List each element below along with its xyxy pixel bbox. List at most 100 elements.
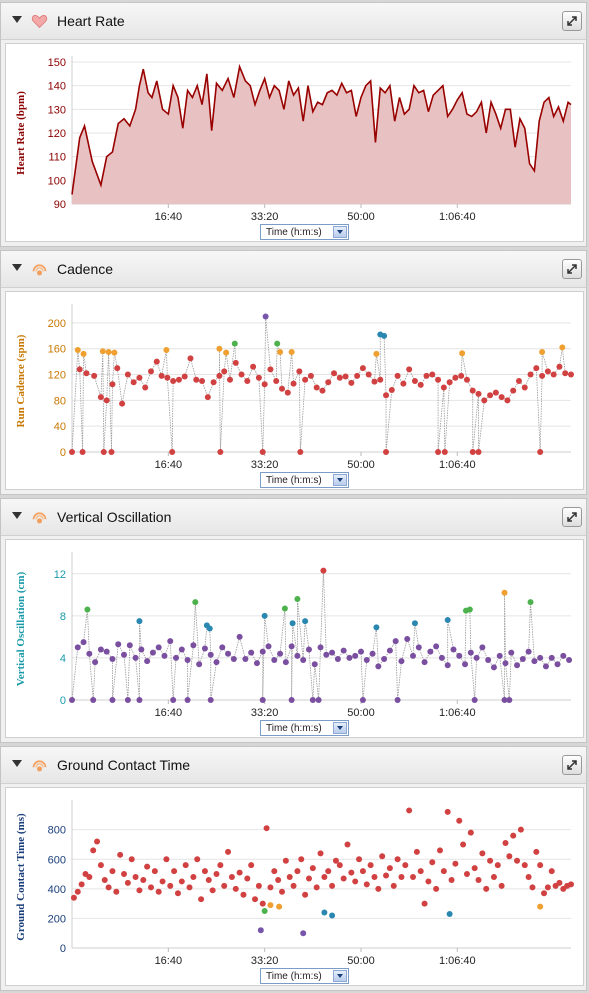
collapse-triangle-icon[interactable]: [12, 264, 22, 271]
data-point: [427, 648, 434, 655]
data-point: [94, 838, 101, 845]
data-point: [198, 896, 205, 903]
heart-rate-chart: 90 100 110 120 130 140 150 16:40 33:20 50:00 1:06:…: [15, 56, 572, 223]
data-point: [317, 644, 324, 651]
y-tick-label: 80: [54, 395, 66, 407]
data-point: [421, 900, 428, 907]
data-point: [336, 374, 343, 381]
data-point: [542, 663, 549, 670]
data-point: [406, 366, 413, 373]
data-point: [346, 654, 353, 661]
data-point: [492, 389, 499, 396]
x-tick-label: 1:06:40: [439, 211, 476, 223]
data-point: [527, 599, 534, 606]
data-point: [115, 641, 122, 648]
data-point: [155, 644, 162, 651]
data-point: [348, 379, 355, 386]
expand-button[interactable]: [562, 755, 582, 775]
data-point: [311, 661, 318, 668]
chevron-down-icon[interactable]: [333, 722, 347, 734]
data-point: [230, 655, 237, 662]
data-point: [92, 659, 99, 666]
expand-button[interactable]: [562, 11, 582, 31]
data-point: [259, 648, 266, 655]
y-tick-label: 0: [60, 943, 66, 955]
data-point: [300, 657, 307, 664]
select-value: Time (h:m:s): [266, 971, 322, 982]
panel-title: Heart Rate: [57, 13, 125, 29]
y-tick-label: 0: [60, 447, 66, 459]
data-point: [514, 662, 521, 669]
data-point: [225, 650, 232, 657]
y-tick-label: 160: [48, 344, 66, 356]
data-point: [354, 372, 361, 379]
data-point: [255, 882, 262, 889]
data-point: [130, 379, 137, 386]
data-point: [253, 660, 260, 667]
x-axis-select[interactable]: Time (h:m:s): [260, 720, 349, 736]
data-point: [496, 652, 503, 659]
data-point: [410, 874, 417, 880]
data-point: [97, 394, 104, 401]
data-point: [508, 649, 515, 656]
data-point: [281, 605, 288, 612]
expand-button[interactable]: [562, 507, 582, 527]
vertical-oscillation-chart: 0 4 8 12 16:40 33:20 50:00 1:06:40 Vertical Osci…: [15, 552, 573, 719]
vertical-oscillation-panel: Vertical Oscillation 0 4 8 12 16:40 33:20 50:0…: [0, 498, 587, 743]
data-point: [506, 697, 513, 703]
collapse-triangle-icon[interactable]: [12, 16, 22, 23]
data-point: [325, 868, 332, 875]
data-point: [257, 927, 264, 934]
chart-area: 90 100 110 120 130 140 150 16:40 33:20 50:00 1:06:…: [5, 43, 584, 242]
data-point: [99, 348, 106, 355]
data-point: [483, 885, 490, 892]
expand-button[interactable]: [562, 259, 582, 279]
data-point: [402, 862, 409, 869]
data-point: [184, 697, 191, 703]
chevron-down-icon[interactable]: [333, 226, 347, 238]
data-point: [463, 871, 470, 878]
data-point: [144, 863, 151, 870]
data-point: [450, 646, 457, 653]
data-point: [86, 874, 93, 880]
x-axis-select[interactable]: Time (h:m:s): [260, 224, 349, 240]
data-point: [440, 868, 447, 875]
data-point: [140, 876, 147, 883]
data-point: [288, 643, 295, 650]
collapse-triangle-icon[interactable]: [12, 760, 22, 767]
data-point: [205, 876, 212, 883]
data-point: [371, 378, 378, 385]
collapse-triangle-icon[interactable]: [12, 512, 22, 519]
chevron-down-icon[interactable]: [333, 474, 347, 486]
x-tick-label: 1:06:40: [439, 707, 476, 719]
x-axis-select[interactable]: Time (h:m:s): [260, 968, 349, 984]
data-point: [313, 384, 320, 391]
data-point: [163, 856, 170, 863]
expand-arrows-icon: [567, 512, 577, 522]
cadence-panel: Cadence 0 40 80 120 160 200 16:40 33:20 50:00 1:0…: [0, 250, 587, 495]
data-point: [329, 912, 336, 919]
x-tick-label: 50:00: [347, 459, 375, 471]
data-point: [475, 390, 482, 397]
data-point: [363, 881, 370, 888]
data-point: [184, 657, 191, 664]
data-point: [548, 868, 555, 875]
data-point: [490, 874, 497, 880]
x-axis-select[interactable]: Time (h:m:s): [260, 472, 349, 488]
data-point: [456, 817, 463, 824]
data-point: [529, 884, 536, 891]
data-point: [383, 872, 390, 879]
data-point: [164, 374, 171, 381]
data-point: [367, 862, 374, 869]
y-tick-label: 400: [48, 884, 66, 896]
y-tick-label: 100: [48, 175, 66, 187]
chevron-down-icon[interactable]: [333, 970, 347, 982]
data-point: [388, 387, 395, 394]
data-point: [248, 862, 255, 869]
data-point: [69, 449, 75, 455]
data-point: [525, 648, 532, 655]
data-point: [206, 625, 213, 632]
data-point: [485, 657, 492, 664]
data-point: [217, 862, 224, 869]
data-point: [101, 876, 108, 883]
